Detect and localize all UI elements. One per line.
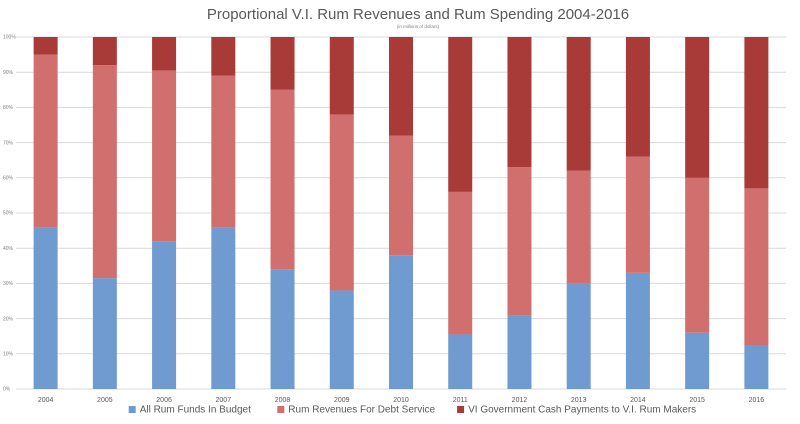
chart-subtitle: (in millions of dollars) [397,24,440,29]
bars [33,37,769,389]
bar-segment-1 [389,255,413,389]
x-tick-label: 2006 [156,397,172,404]
x-axis-ticks: 2004 2005 2006 2007 2008 2009 2010 2011 2012 2013… [38,397,764,404]
bar-segment-3 [92,37,117,66]
bar-segment-2 [329,114,354,291]
bar-segment-2 [685,177,710,333]
bar-segment-2 [33,54,58,228]
x-tick-label: 2015 [689,397,705,404]
y-tick-label: 80% [3,105,14,111]
y-axis-ticks: 0% 10% 20% 30% 40% 50% 60% 70% 80% 90% 100% [3,35,16,393]
bar-segment-3 [329,37,354,115]
x-tick-label: 2014 [630,397,646,404]
bar-segment-2 [152,70,177,242]
bar-segment-3 [152,37,177,71]
bar-segment-3 [566,37,591,171]
bar-segment-3 [389,37,413,136]
bar-segment-1 [507,315,532,389]
x-tick-label: 2005 [97,397,113,404]
bar-segment-1 [211,227,236,389]
bar-segment-2 [507,167,532,316]
legend: All Rum Funds In Budget Rum Revenues For … [128,405,696,416]
bar-segment-3 [744,37,769,189]
chart-title: Proportional V.I. Rum Revenues and Rum S… [207,6,629,23]
bar-segment-1 [329,290,354,389]
y-tick-label: 90% [3,70,14,76]
bar-segment-1 [566,283,591,389]
bar-segment-2 [625,156,650,273]
y-tick-label: 0% [3,387,11,393]
legend-label: All Rum Funds In Budget [140,405,251,416]
bar-segment-1 [92,278,117,389]
legend-label: VI Government Cash Payments to V.I. Rum … [468,405,696,416]
y-tick-label: 70% [3,140,14,146]
bar-segment-1 [270,269,295,389]
bar-segment-3 [507,37,532,168]
y-tick-label: 20% [3,316,14,322]
bar-segment-1 [448,334,473,389]
bar-segment-1 [625,272,650,389]
x-tick-label: 2013 [571,397,587,404]
bar-segment-3 [33,37,58,55]
bar-segment-3 [211,37,236,76]
y-tick-label: 30% [3,281,14,287]
bar-segment-2 [566,170,591,284]
x-tick-label: 2008 [275,397,291,404]
x-tick-label: 2007 [216,397,232,404]
x-tick-label: 2004 [38,397,54,404]
x-tick-label: 2011 [453,397,468,404]
y-tick-label: 60% [3,176,14,182]
bar-segment-1 [152,241,177,389]
legend-swatch [128,406,136,413]
x-tick-label: 2016 [749,397,765,404]
x-tick-label: 2010 [393,397,409,404]
bar-segment-3 [448,37,473,192]
bar-segment-2 [92,65,117,279]
bar-segment-2 [270,89,295,270]
y-tick-label: 40% [3,246,14,252]
y-tick-label: 10% [3,352,14,358]
x-tick-label: 2009 [334,397,350,404]
y-tick-label: 50% [3,211,14,217]
legend-label: Rum Revenues For Debt Service [288,405,435,416]
legend-swatch [457,406,465,413]
bar-segment-3 [685,37,710,178]
bar-segment-2 [744,188,769,345]
legend-swatch [277,406,285,413]
x-tick-label: 2012 [512,397,528,404]
bar-segment-2 [448,191,473,335]
bar-segment-2 [389,135,413,256]
bar-segment-1 [744,345,769,389]
bar-segment-1 [685,332,710,389]
y-tick-label: 100% [3,35,16,41]
bar-segment-3 [625,37,650,157]
bar-segment-1 [33,227,58,389]
bar-segment-3 [270,37,295,90]
bar-segment-2 [211,75,236,228]
